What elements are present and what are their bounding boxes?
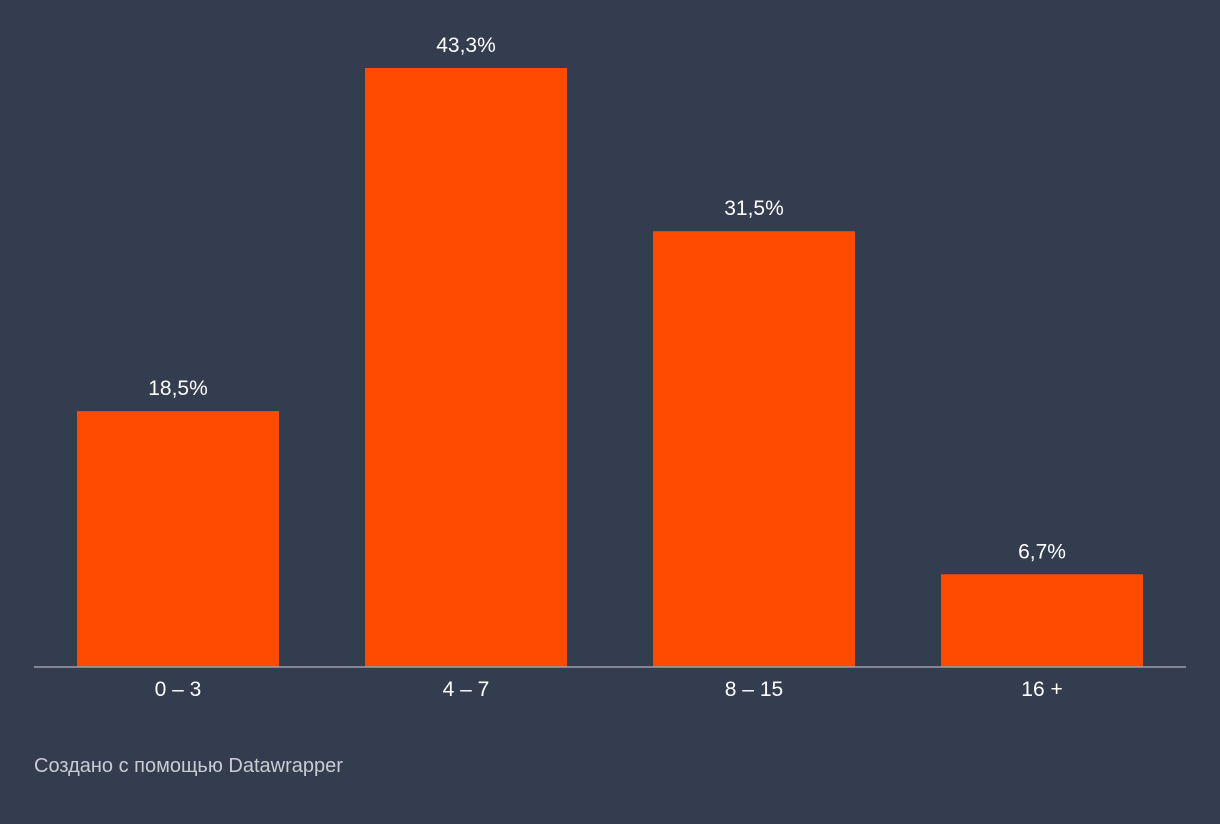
x-tick-label-2: 8 – 15 bbox=[725, 678, 783, 701]
value-label-2: 31,5% bbox=[724, 197, 784, 220]
bar-2 bbox=[653, 231, 855, 667]
value-labels-group: 18,5% 43,3% 31,5% 6,7% bbox=[148, 34, 1066, 563]
footer-credit: Создано с помощью Datawrapper bbox=[34, 755, 343, 777]
bars-group bbox=[77, 68, 1143, 667]
bar-1 bbox=[365, 68, 567, 667]
value-label-0: 18,5% bbox=[148, 377, 208, 400]
bar-0 bbox=[77, 411, 279, 667]
value-label-3: 6,7% bbox=[1018, 540, 1066, 563]
x-tick-label-1: 4 – 7 bbox=[443, 678, 490, 701]
x-tick-labels-group: 0 – 3 4 – 7 8 – 15 16 + bbox=[155, 678, 1063, 701]
x-tick-label-0: 0 – 3 bbox=[155, 678, 202, 701]
value-label-1: 43,3% bbox=[436, 34, 496, 57]
bar-3 bbox=[941, 574, 1143, 667]
x-tick-label-3: 16 + bbox=[1021, 678, 1062, 701]
